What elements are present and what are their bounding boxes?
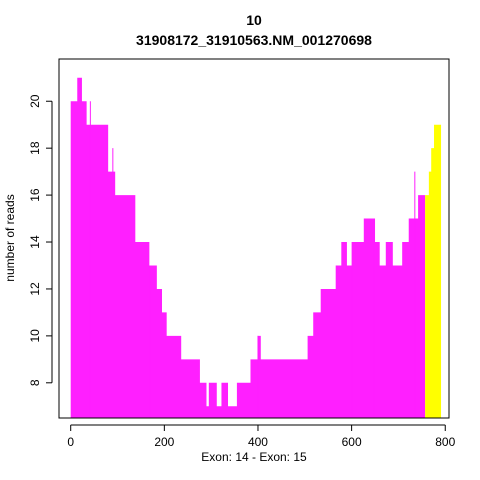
series-layer: [70, 77, 442, 419]
x-tick-label: 200: [154, 435, 174, 449]
x-tick-label: 800: [435, 435, 455, 449]
x-tick-label: 400: [248, 435, 268, 449]
chart-title: 10: [246, 12, 262, 28]
y-tick-label: 8: [28, 379, 42, 386]
x-tick-label: 600: [342, 435, 362, 449]
y-tick-label: 10: [28, 329, 42, 343]
y-tick-label: 12: [28, 282, 42, 296]
y-tick-label: 20: [28, 94, 42, 108]
plot-frame: [58, 58, 450, 419]
x-axis-label: Exon: 14 - Exon: 15: [201, 450, 307, 464]
x-tick-label: 0: [67, 435, 74, 449]
coverage-area-0: [70, 77, 426, 418]
chart-subtitle: 31908172_31910563.NM_001270698: [136, 32, 372, 48]
axes-layer: 0 200 400 600 800 8 10 12 14 16 18 20: [28, 94, 456, 449]
y-axis-label: number of reads: [3, 194, 17, 281]
coverage-area-1: [425, 124, 442, 419]
y-tick-label: 16: [28, 188, 42, 202]
y-tick-label: 18: [28, 141, 42, 155]
y-tick-label: 14: [28, 235, 42, 249]
